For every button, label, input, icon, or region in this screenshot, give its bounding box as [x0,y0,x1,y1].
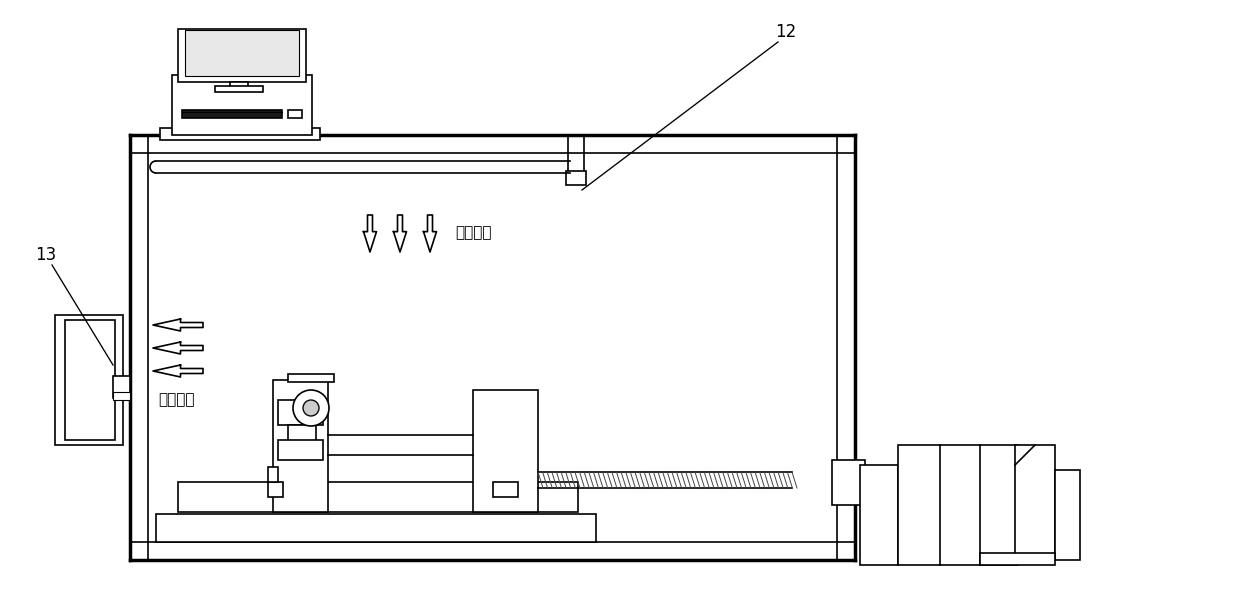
Bar [156,514,596,542]
Bar [179,482,578,512]
Bar [837,135,856,560]
Bar [64,320,115,440]
Bar [278,440,322,460]
Bar [182,110,281,118]
Bar [130,542,856,560]
Text: 热流流入: 热流流入 [455,225,491,240]
Bar [215,86,263,92]
Bar [130,135,148,560]
Bar [55,315,123,445]
Bar [472,390,538,512]
Bar [179,29,306,82]
Bar [268,467,278,482]
Bar [160,128,320,140]
Bar [113,392,130,400]
Bar [172,75,312,135]
Bar [288,425,316,445]
Bar [898,445,1018,565]
Bar [288,110,303,118]
Bar [565,171,587,185]
Circle shape [293,390,329,426]
Bar [278,400,322,425]
Bar [1016,445,1055,555]
Bar [494,482,518,497]
Circle shape [303,400,319,416]
Bar [288,374,334,382]
Text: 12: 12 [775,23,796,41]
Bar [832,460,866,505]
Text: 热流流出: 热流流出 [157,393,195,408]
Bar [130,135,856,153]
Bar [861,465,898,565]
Bar [268,482,283,497]
Bar [1055,470,1080,560]
Bar [980,553,1055,565]
Bar [229,82,248,87]
Text: 13: 13 [35,246,56,264]
Bar [113,376,130,398]
Bar [273,380,329,512]
Bar [185,30,299,76]
